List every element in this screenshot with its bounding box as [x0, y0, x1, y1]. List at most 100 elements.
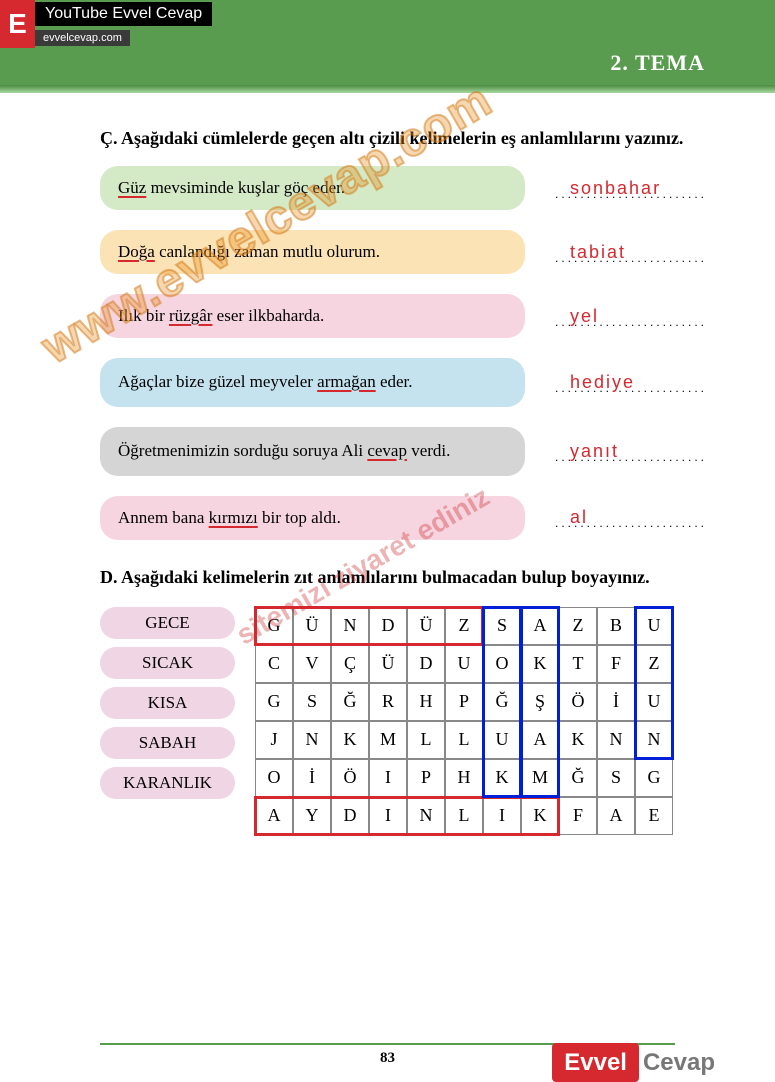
word-pill: SABAH	[100, 727, 235, 759]
grid-cell: K	[483, 759, 521, 797]
grid-cell: K	[521, 797, 559, 835]
answer-slot: yanıt........................	[555, 441, 700, 462]
grid-cell: N	[331, 607, 369, 645]
exercise-row: Ağaçlar bize güzel meyveler armağan eder…	[100, 358, 700, 407]
grid-cell: V	[293, 645, 331, 683]
grid-cell: B	[597, 607, 635, 645]
grid-cell: E	[635, 797, 673, 835]
sentence-box: Ağaçlar bize güzel meyveler armağan eder…	[100, 358, 525, 407]
grid-cell: A	[255, 797, 293, 835]
sentence-box: Doğa canlandığı zaman mutlu olurum.	[100, 230, 525, 274]
grid-cell: F	[597, 645, 635, 683]
grid-cell: Ğ	[559, 759, 597, 797]
grid-cell: U	[483, 721, 521, 759]
page-content: Ç. Aşağıdaki cümlelerde geçen altı çizil…	[0, 85, 775, 835]
footer-logo: EvvelCevap	[552, 1049, 715, 1077]
grid-cell: Ğ	[483, 683, 521, 721]
section-d-heading: D. Aşağıdaki kelimelerin zıt anlamlıları…	[124, 564, 700, 591]
grid-cell: I	[369, 797, 407, 835]
grid-cell: U	[445, 645, 483, 683]
logo-e-icon: E	[0, 0, 35, 48]
grid-cell: Ğ	[331, 683, 369, 721]
grid-cell: N	[407, 797, 445, 835]
grid-cell: İ	[597, 683, 635, 721]
grid-cell: N	[597, 721, 635, 759]
section-c-heading: Ç. Aşağıdaki cümlelerde geçen altı çizil…	[124, 125, 700, 152]
grid-cell: Z	[445, 607, 483, 645]
grid-cell: P	[407, 759, 445, 797]
grid-cell: A	[521, 607, 559, 645]
grid-cell: P	[445, 683, 483, 721]
grid-cell: D	[369, 607, 407, 645]
letter-grid: GÜNDÜZSAZBUCVÇÜDUOKTFZGSĞRHPĞŞÖİUJNKMLLU…	[255, 607, 673, 835]
grid-cell: M	[521, 759, 559, 797]
grid-cell: H	[445, 759, 483, 797]
grid-cell: Y	[293, 797, 331, 835]
grid-cell: O	[483, 645, 521, 683]
word-pill: KARANLIK	[100, 767, 235, 799]
grid-cell: N	[635, 721, 673, 759]
footer-logo-evvel: Evvel	[552, 1043, 639, 1082]
grid-cell: Ç	[331, 645, 369, 683]
grid-cell: Ö	[331, 759, 369, 797]
grid-cell: T	[559, 645, 597, 683]
grid-cell: İ	[293, 759, 331, 797]
grid-cell: A	[521, 721, 559, 759]
site-url: evvelcevap.com	[35, 30, 130, 46]
exercise-row: Doğa canlandığı zaman mutlu olurum. tabia…	[100, 230, 700, 274]
sentence-box: Öğretmenimizin sorduğu soruya Ali cevap …	[100, 427, 525, 476]
exercise-row: Öğretmenimizin sorduğu soruya Ali cevap …	[100, 427, 700, 476]
page-number: 83	[380, 1050, 395, 1066]
tema-title: 2. TEMA	[610, 50, 705, 76]
grid-cell: Z	[635, 645, 673, 683]
grid-cell: K	[331, 721, 369, 759]
grid-cell: J	[255, 721, 293, 759]
grid-cell: Ö	[559, 683, 597, 721]
grid-cell: M	[369, 721, 407, 759]
answer-slot: al........................	[555, 507, 700, 528]
exercise-row: Ilık bir rüzgâr eser ilkbaharda. yel.....…	[100, 294, 700, 338]
sentence-box: Ilık bir rüzgâr eser ilkbaharda.	[100, 294, 525, 338]
exercise-row: Güz mevsiminde kuşlar göç eder. sonbahar.…	[100, 166, 700, 210]
grid-cell: A	[597, 797, 635, 835]
grid-cell: S	[483, 607, 521, 645]
answer-slot: yel........................	[555, 306, 700, 327]
sentence-box: Güz mevsiminde kuşlar göç eder.	[100, 166, 525, 210]
grid-cell: G	[255, 607, 293, 645]
grid-cell: Ü	[407, 607, 445, 645]
grid-cell: L	[445, 721, 483, 759]
grid-cell: C	[255, 645, 293, 683]
section-d: D. Aşağıdaki kelimelerin zıt anlamlıları…	[100, 564, 700, 835]
grid-cell: F	[559, 797, 597, 835]
word-pill: KISA	[100, 687, 235, 719]
grid-cell: Z	[559, 607, 597, 645]
grid-cell: U	[635, 683, 673, 721]
grid-cell: N	[293, 721, 331, 759]
youtube-label: YouTube Evvel Cevap	[35, 2, 212, 26]
answer-slot: tabiat........................	[555, 242, 700, 263]
word-pill: SICAK	[100, 647, 235, 679]
grid-cell: H	[407, 683, 445, 721]
grid-cell: D	[331, 797, 369, 835]
grid-cell: K	[521, 645, 559, 683]
grid-cell: G	[635, 759, 673, 797]
grid-cell: D	[407, 645, 445, 683]
grid-cell: I	[369, 759, 407, 797]
top-banner: E YouTube Evvel Cevap evvelcevap.com 2. …	[0, 0, 775, 85]
answer-slot: sonbahar........................	[555, 178, 700, 199]
grid-cell: O	[255, 759, 293, 797]
word-pill: GECE	[100, 607, 235, 639]
grid-cell: L	[407, 721, 445, 759]
grid-cell: G	[255, 683, 293, 721]
footer-logo-cevap: Cevap	[643, 1049, 715, 1076]
grid-cell: S	[293, 683, 331, 721]
exercise-row: Annem bana kırmızı bir top aldı.al......…	[100, 496, 700, 540]
word-list: GECE SICAK KISA SABAH KARANLIK	[100, 607, 235, 835]
answer-slot: hediye........................	[555, 372, 700, 393]
grid-cell: K	[559, 721, 597, 759]
grid-cell: I	[483, 797, 521, 835]
letter-grid-wrap: GÜNDÜZSAZBUCVÇÜDUOKTFZGSĞRHPĞŞÖİUJNKMLLU…	[255, 607, 673, 835]
grid-cell: R	[369, 683, 407, 721]
grid-cell: L	[445, 797, 483, 835]
grid-cell: Ş	[521, 683, 559, 721]
